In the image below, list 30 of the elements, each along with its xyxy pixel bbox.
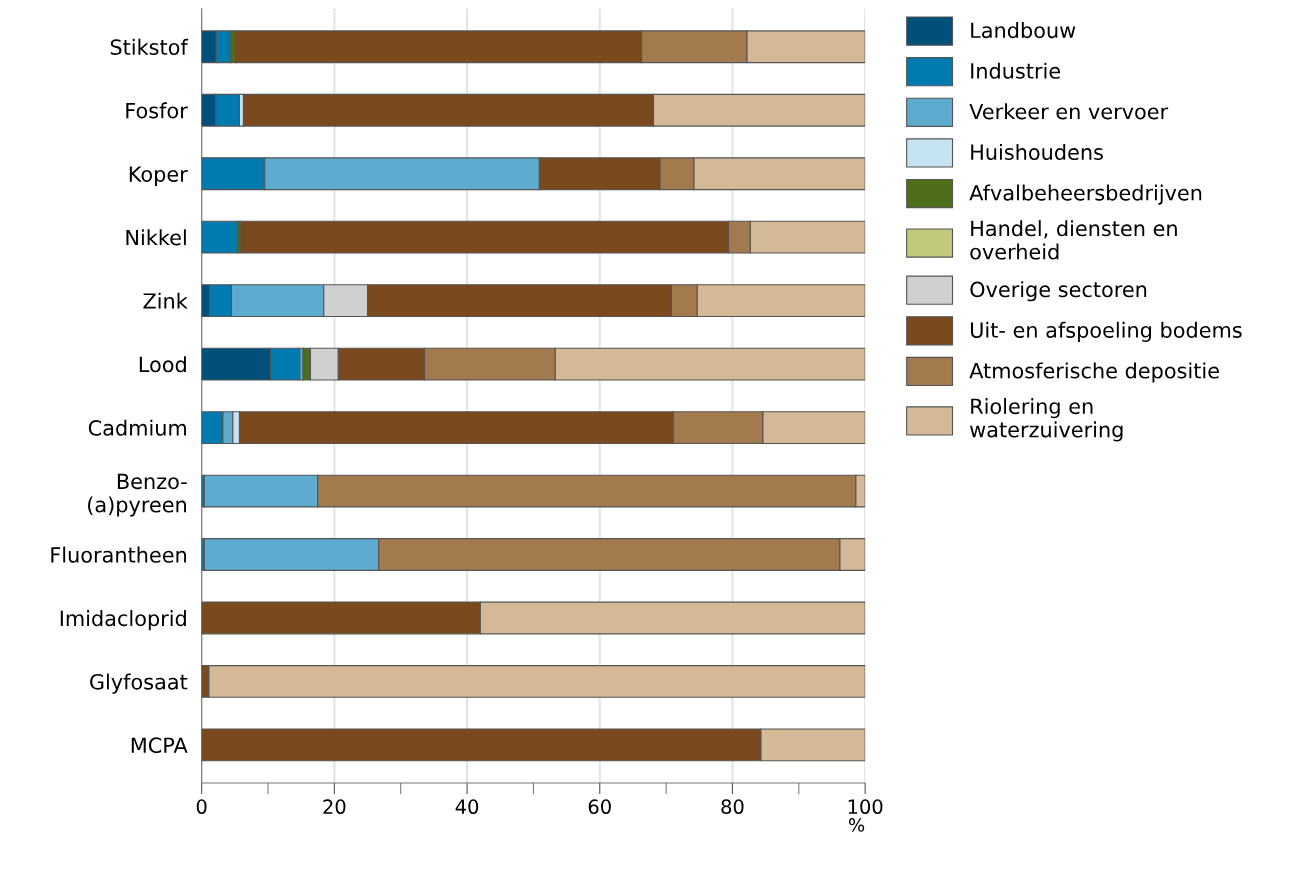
y-tick-label: Imidacloprid [60,610,186,631]
legend-label: Handel, diensten en overheid [970,220,1177,260]
x-tick-label: 0 [196,799,207,815]
x-tick-label: 60 [588,799,611,815]
y-tick-label: Cadmium [88,419,186,436]
y-tick-label: Glyfosaat [90,673,188,694]
y-tick-label: Nikkel [126,229,186,246]
x-axis-title: % [849,818,865,832]
legend-label: Riolering en waterzuivering [970,398,1123,442]
legend-label: Overige sectoren [970,281,1147,302]
y-tick-label: Zink [143,292,188,309]
x-tick-label: 100 [848,799,883,815]
legend-label: Atmosferische depositie [969,362,1219,383]
legend-label: Huishoudens [971,143,1103,161]
y-tick-label: Lood [139,356,186,373]
legend-label: Uit- en afspoeling bodems [970,321,1242,342]
legend-label: Afvalbeheersbedrijven [969,184,1202,205]
y-tick-label: Stikstof [110,38,189,55]
legend-label: Landbouw [971,22,1076,39]
x-tick-label: 80 [721,799,744,815]
y-tick-label: Fosfor [126,102,188,119]
y-tick-label: Benzo- (a)pyreen [88,473,187,517]
x-tick-label: 20 [323,799,346,815]
y-tick-label: Koper [129,166,188,186]
y-tick-label: Fluorantheen [51,546,186,563]
legend-label: Industrie [971,62,1061,79]
legend-label: Verkeer en vervoer [969,103,1169,120]
bar [201,220,239,254]
y-tick-label: MCPA [131,737,188,754]
x-tick-label: 40 [455,799,479,815]
